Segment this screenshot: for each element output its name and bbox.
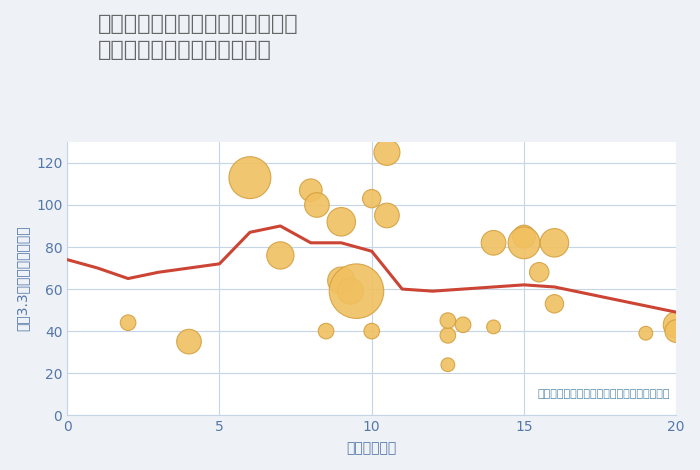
Point [519, 233, 530, 240]
Point [366, 195, 377, 203]
Point [183, 338, 195, 345]
Point [519, 239, 530, 247]
Point [321, 327, 332, 335]
Point [351, 287, 362, 295]
Point [549, 239, 560, 247]
Point [458, 321, 469, 329]
Point [671, 321, 682, 329]
Point [366, 327, 377, 335]
Point [442, 317, 454, 324]
Point [671, 327, 682, 335]
Point [488, 239, 499, 247]
Point [122, 319, 134, 327]
X-axis label: 駅距離（分）: 駅距離（分） [346, 441, 397, 455]
Point [640, 329, 652, 337]
Point [382, 149, 393, 156]
Point [336, 218, 347, 226]
Point [488, 323, 499, 331]
Point [336, 277, 347, 284]
Point [533, 268, 545, 276]
Point [305, 187, 316, 194]
Point [244, 174, 256, 181]
Y-axis label: 坪（3.3㎡）単価（万円）: 坪（3.3㎡）単価（万円） [15, 226, 29, 331]
Point [312, 201, 323, 209]
Text: 愛知県稲沢市祖父江町西鵜之本の
駅距離別中古マンション価格: 愛知県稲沢市祖父江町西鵜之本の 駅距離別中古マンション価格 [98, 14, 299, 61]
Point [442, 331, 454, 339]
Point [549, 300, 560, 307]
Point [382, 212, 393, 219]
Point [442, 361, 454, 368]
Point [275, 251, 286, 259]
Text: 円の大きさは、取引のあった物件面積を示す: 円の大きさは、取引のあった物件面積を示す [538, 389, 670, 399]
Point [345, 287, 356, 295]
